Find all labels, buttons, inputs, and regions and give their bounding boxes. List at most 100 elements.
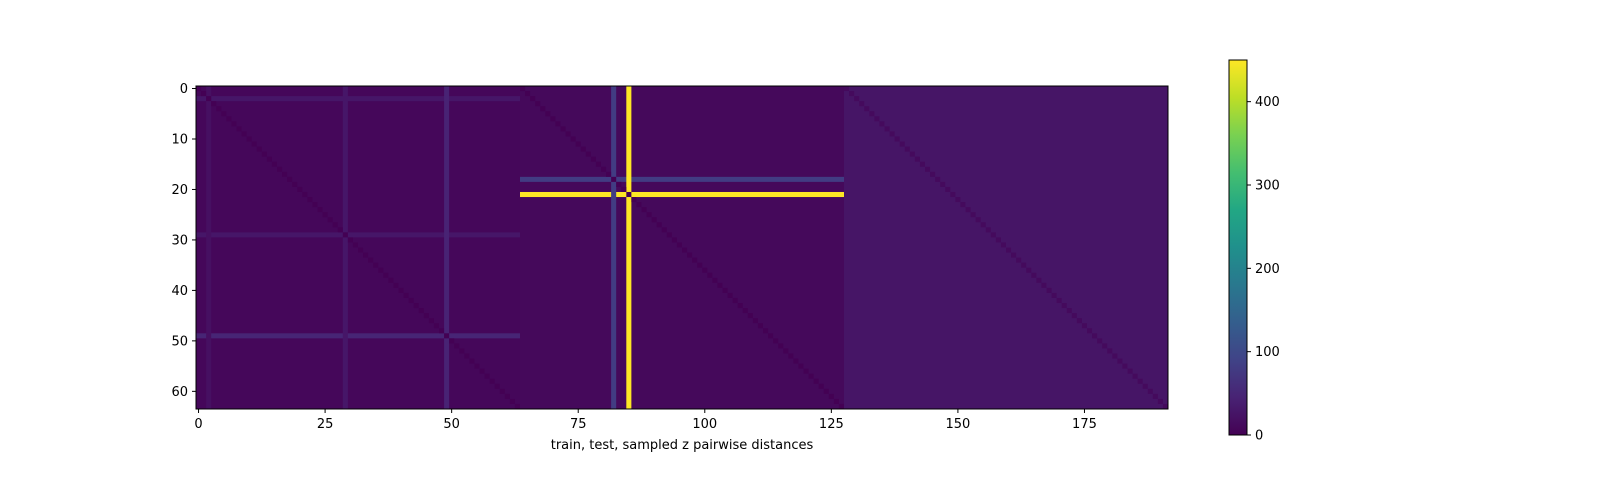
heatmap-diagonal-cell xyxy=(869,111,875,117)
heatmap-diagonal-cell xyxy=(439,328,445,334)
heatmap-diagonal-cell xyxy=(707,272,713,278)
heatmap-diagonal-cell xyxy=(363,252,369,258)
heatmap-diagonal-cell xyxy=(702,267,708,273)
heatmap-diagonal-cell xyxy=(646,212,652,218)
x-tick-label: 150 xyxy=(945,417,970,432)
heatmap-column-85 xyxy=(626,86,632,409)
heatmap-diagonal-cell xyxy=(469,358,475,364)
heatmap-diagonal-cell xyxy=(246,136,252,142)
heatmap-diagonal-cell xyxy=(682,247,688,253)
heatmap-diagonal-cell xyxy=(292,181,298,187)
x-tick-label: 50 xyxy=(443,417,460,432)
heatmap-diagonal-cell xyxy=(601,166,607,172)
heatmap-diagonal-cell xyxy=(889,131,895,137)
heatmap-diagonal-cell xyxy=(1056,297,1062,304)
heatmap-diagonal-cell xyxy=(727,292,733,298)
heatmap-diagonal-cell xyxy=(1051,292,1057,298)
heatmap-diagonal-cell xyxy=(221,111,227,117)
heatmap-diagonal-cell xyxy=(631,197,637,203)
heatmap-diagonal-cell xyxy=(712,277,718,283)
heatmap-diagonal-cell xyxy=(504,393,510,399)
heatmap-diagonal-cell xyxy=(494,383,500,389)
heatmap-column-49 xyxy=(444,86,450,409)
heatmap-diagonal-cell xyxy=(904,146,910,152)
x-tick-label: 100 xyxy=(692,417,717,432)
heatmap-diagonal-cell xyxy=(778,343,784,349)
heatmap-diagonal-cell xyxy=(312,202,318,208)
heatmap-diagonal-cell xyxy=(697,262,703,268)
heatmap-diagonal-cell xyxy=(403,292,409,298)
heatmap-diagonal-cell xyxy=(838,403,844,409)
heatmap-diagonal-cell xyxy=(813,378,819,384)
heatmap-diagonal-cell xyxy=(464,353,470,359)
heatmap-diagonal-cell xyxy=(955,197,961,203)
heatmap-diagonal-cell xyxy=(418,308,424,314)
heatmap-diagonal-cell xyxy=(413,303,419,309)
heatmap-diagonal-cell xyxy=(808,373,814,379)
heatmap-row-18 xyxy=(520,176,844,182)
heatmap-diagonal-cell xyxy=(641,207,647,213)
heatmap-diagonal-cell xyxy=(844,86,850,92)
y-tick-label: 50 xyxy=(171,334,188,349)
heatmap-diagonal-cell xyxy=(201,91,207,97)
heatmap-diagonal-cell xyxy=(565,131,571,137)
heatmap-diagonal-cell xyxy=(358,247,364,253)
heatmap-diagonal-cell xyxy=(266,156,272,162)
x-tick-label: 125 xyxy=(819,417,844,432)
heatmap-diagonal-cell xyxy=(980,222,986,228)
heatmap-diagonal-cell xyxy=(621,186,627,192)
heatmap-diagonal-cell xyxy=(231,121,237,127)
heatmap-diagonal-cell xyxy=(454,343,460,349)
heatmap-diagonal-cell xyxy=(970,212,976,218)
heatmap-diagonal-cell xyxy=(216,106,222,112)
heatmap-diagonal-cell xyxy=(692,257,698,263)
heatmap-diagonal-cell xyxy=(1026,267,1032,273)
heatmap-diagonal-cell xyxy=(1152,393,1158,399)
heatmap-diagonal-cell xyxy=(626,191,632,198)
heatmap-diagonal-cell xyxy=(1147,388,1153,394)
heatmap-diagonal-cell xyxy=(206,96,212,102)
heatmap-diagonal-cell xyxy=(879,121,885,127)
heatmap-diagonal-cell xyxy=(1006,247,1012,253)
heatmap-diagonal-cell xyxy=(302,191,308,198)
heatmap-diagonal-cell xyxy=(1102,343,1108,349)
heatmap-column-29 xyxy=(342,86,348,409)
heatmap-diagonal-cell xyxy=(1021,262,1027,268)
heatmap-diagonal-cell xyxy=(611,176,617,182)
heatmap-diagonal-cell xyxy=(342,232,348,238)
colorbar-tick-label: 0 xyxy=(1255,429,1263,444)
heatmap-diagonal-cell xyxy=(1162,403,1168,409)
y-tick-label: 30 xyxy=(171,233,188,248)
heatmap-diagonal-cell xyxy=(737,303,743,309)
heatmap-diagonal-cell xyxy=(925,166,931,172)
heatmap-diagonal-cell xyxy=(1016,257,1022,263)
heatmap-diagonal-cell xyxy=(1092,333,1098,339)
heatmap-diagonal-cell xyxy=(1061,303,1067,309)
heatmap-diagonal-cell xyxy=(347,237,353,243)
heatmap-diagonal-cell xyxy=(525,91,531,97)
heatmap-diagonal-cell xyxy=(550,116,556,122)
heatmap-diagonal-cell xyxy=(322,212,328,218)
heatmap-diagonal-cell xyxy=(899,141,905,147)
heatmap-diagonal-cell xyxy=(909,151,915,157)
heatmap-diagonal-cell xyxy=(919,161,925,167)
heatmap-diagonal-cell xyxy=(433,323,439,329)
heatmap-diagonal-cell xyxy=(676,242,682,248)
heatmap-diagonal-cell xyxy=(1046,287,1052,293)
heatmap-diagonal-cell xyxy=(975,217,981,223)
colorbar-tick-label: 400 xyxy=(1255,95,1280,110)
heatmap-diagonal-cell xyxy=(833,398,839,404)
heatmap-diagonal-cell xyxy=(828,393,834,399)
heatmap-diagonal-cell xyxy=(1157,398,1163,404)
heatmap-diagonal-cell xyxy=(499,388,505,394)
heatmap-diagonal-cell xyxy=(894,136,900,142)
heatmap-diagonal-cell xyxy=(940,181,946,187)
heatmap-diagonal-cell xyxy=(580,146,586,152)
heatmap-diagonal-cell xyxy=(1097,338,1103,344)
heatmap-diagonal-cell xyxy=(1117,358,1123,364)
y-tick-label: 60 xyxy=(171,385,188,400)
heatmap-diagonal-cell xyxy=(251,141,257,147)
heatmap-diagonal-cell xyxy=(661,227,667,233)
heatmap-diagonal-cell xyxy=(914,156,920,162)
heatmap-diagonal-cell xyxy=(423,313,429,319)
